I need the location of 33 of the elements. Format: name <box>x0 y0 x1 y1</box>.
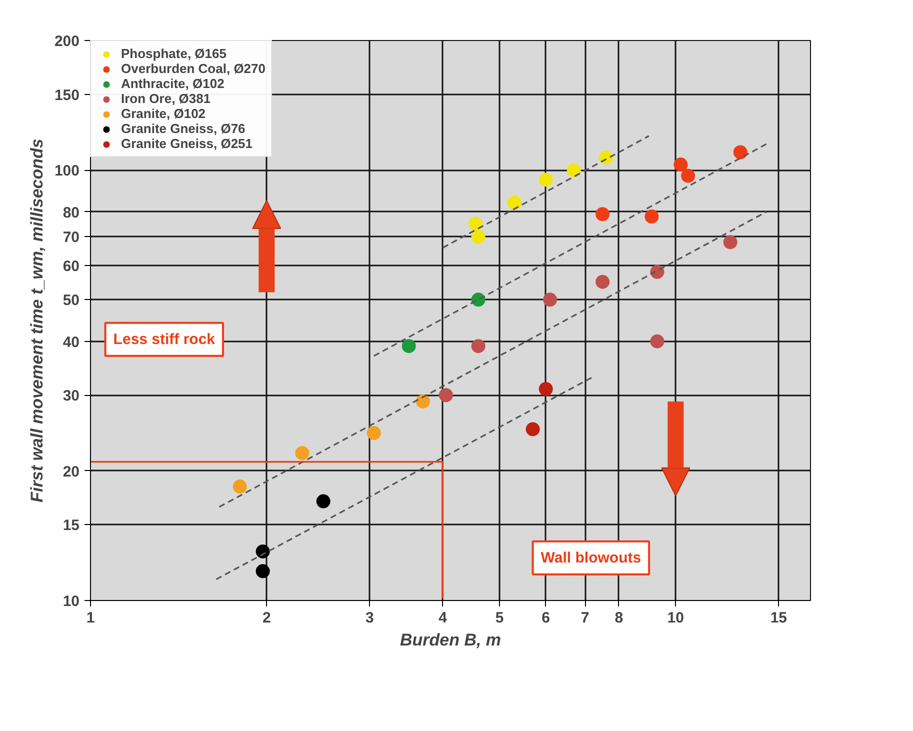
legend-label: Granite Gneiss, Ø251 <box>121 136 253 151</box>
x-tick-label: 3 <box>366 610 374 626</box>
x-axis-title: Burden B, m <box>400 630 502 650</box>
x-tick-label: 1 <box>86 610 95 626</box>
x-tick-label: 7 <box>580 610 590 626</box>
legend-label: Anthracite, Ø102 <box>121 76 224 91</box>
legend-label: Phosphate, Ø165 <box>121 46 226 61</box>
y-tick-label: 10 <box>62 593 80 610</box>
legend-label: Granite, Ø102 <box>121 106 206 121</box>
x-tick-label: 5 <box>495 610 504 626</box>
x-tick-label: 10 <box>667 610 684 626</box>
x-tick-label: 4 <box>438 610 448 626</box>
y-axis-title: First wall movement time t_wm, milliseconds <box>27 138 46 502</box>
y-tick-label: 100 <box>54 162 80 180</box>
y-tick-label: 15 <box>62 517 80 534</box>
x-tick-label: 6 <box>542 610 550 626</box>
y-tick-label: 30 <box>62 388 80 405</box>
y-tick-label: 80 <box>62 204 80 222</box>
y-tick-label: 150 <box>54 86 80 104</box>
legend-label: Overburden Coal, Ø270 <box>121 61 266 76</box>
annotation: Wall blowouts <box>540 549 642 566</box>
legend-label: Granite Gneiss, Ø76 <box>121 121 246 136</box>
y-tick-label: 60 <box>62 258 80 276</box>
y-tick-label: 200 <box>54 33 80 50</box>
y-tick-label: 40 <box>62 334 80 351</box>
x-tick-label: 8 <box>614 610 624 626</box>
legend-label: Iron Ore, Ø381 <box>121 91 211 106</box>
x-tick-label: 2 <box>262 610 271 626</box>
y-tick-label: 20 <box>62 463 80 480</box>
annotation: Less stiff rock <box>113 330 216 348</box>
x-tick-label: 15 <box>770 610 788 626</box>
y-tick-label: 70 <box>62 229 80 246</box>
y-tick-label: 50 <box>62 292 80 310</box>
